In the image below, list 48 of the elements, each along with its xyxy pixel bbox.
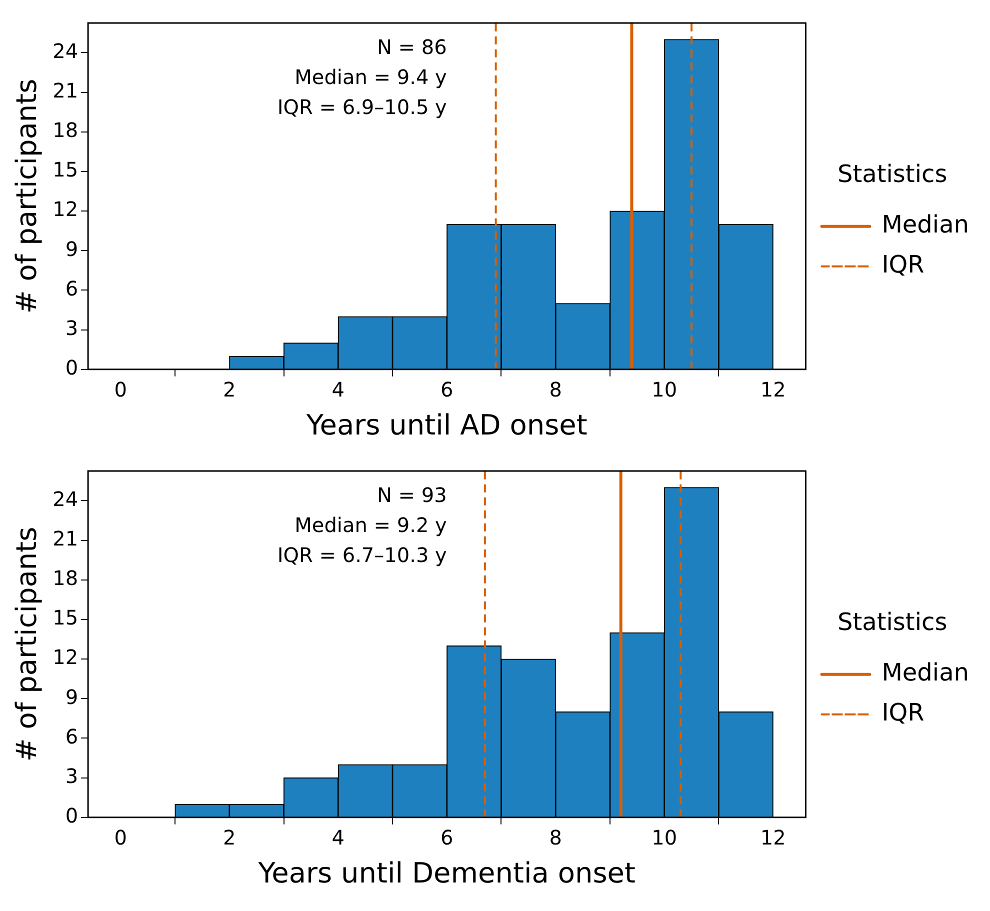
y-tick-label: 12 <box>52 645 78 670</box>
x-axis-title: Years until AD onset <box>305 408 588 442</box>
y-tick-label: 0 <box>65 356 78 380</box>
x-tick-label: 2 <box>223 826 236 850</box>
x-axis-title: Years until Dementia onset <box>257 856 636 890</box>
x-tick-label: 12 <box>760 826 786 850</box>
x-tick-label: 0 <box>114 826 128 850</box>
y-tick-label: 9 <box>65 684 78 709</box>
legend-label: Median <box>882 658 970 687</box>
x-tick-label: 6 <box>440 378 454 402</box>
x-tick-label: 8 <box>549 826 562 850</box>
x-tick-label: 4 <box>332 826 345 850</box>
y-tick-label: 18 <box>52 566 78 590</box>
y-tick-label: 15 <box>52 606 78 630</box>
y-tick-label: 6 <box>65 724 78 748</box>
x-tick-label: 6 <box>440 826 454 850</box>
annotation: N = 86 <box>376 35 447 60</box>
x-tick-label: 10 <box>652 378 678 402</box>
annotation: Median = 9.2 y <box>294 513 448 538</box>
legend-label: IQR <box>882 250 924 279</box>
x-tick-label: 8 <box>549 378 562 402</box>
y-tick-label: 0 <box>65 804 78 828</box>
x-tick-label: 12 <box>760 378 786 402</box>
annotation: IQR = 6.9–10.5 y <box>277 95 448 120</box>
y-axis-title: # of participants <box>10 78 44 314</box>
y-tick-label: 21 <box>52 526 78 550</box>
x-tick-label: 4 <box>332 378 345 402</box>
x-tick-label: 2 <box>223 378 236 402</box>
y-tick-label: 24 <box>52 486 78 511</box>
y-tick-label: 9 <box>65 236 78 261</box>
legend-label: Median <box>882 210 970 239</box>
y-tick-label: 24 <box>52 38 78 63</box>
annotation: N = 93 <box>376 483 447 508</box>
legend-title: Statistics <box>837 608 948 636</box>
annotation: Median = 9.4 y <box>294 65 448 90</box>
legend-title: Statistics <box>837 160 948 188</box>
x-tick-label: 0 <box>114 378 128 402</box>
y-tick-label: 21 <box>52 78 78 102</box>
legend-label: IQR <box>882 698 924 727</box>
y-tick-label: 3 <box>65 764 78 788</box>
y-tick-label: 15 <box>52 158 78 182</box>
y-tick-label: 12 <box>52 197 78 222</box>
annotation: IQR = 6.7–10.3 y <box>277 543 448 568</box>
x-tick-label: 10 <box>652 826 678 850</box>
y-axis-title: # of participants <box>10 526 44 762</box>
y-tick-label: 18 <box>52 118 78 142</box>
y-tick-label: 3 <box>65 316 78 340</box>
y-tick-label: 6 <box>65 276 78 300</box>
